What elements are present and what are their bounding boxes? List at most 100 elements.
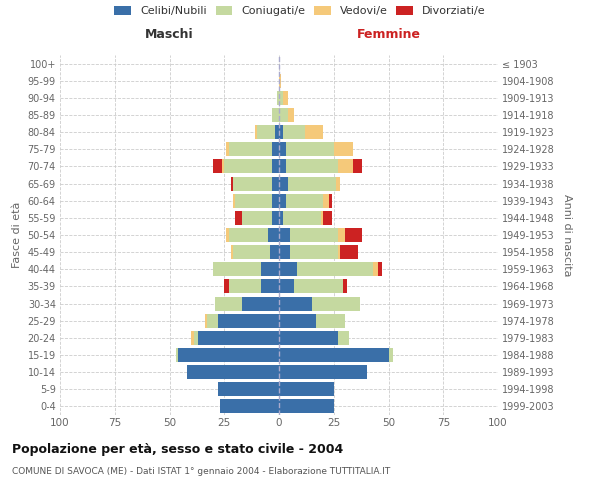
Bar [270,245,279,259]
Bar [233,245,270,259]
Bar [194,331,198,345]
Y-axis label: Anni di nascita: Anni di nascita [562,194,572,276]
Bar [205,314,207,328]
Bar [268,228,279,242]
Bar [279,296,312,310]
Bar [279,176,288,190]
Bar [218,382,279,396]
Bar [329,194,332,207]
Bar [275,125,279,139]
Bar [323,211,332,225]
Text: Femmine: Femmine [356,28,421,40]
Bar [286,194,323,207]
Bar [279,194,286,207]
Bar [226,142,229,156]
Bar [290,245,338,259]
Bar [279,365,367,379]
Bar [279,160,286,173]
Bar [207,314,218,328]
Bar [272,160,279,173]
Bar [229,142,272,156]
Bar [222,160,224,173]
Bar [316,314,345,328]
Text: COMUNE DI SAVOCA (ME) - Dati ISTAT 1° gennaio 2004 - Elaborazione TUTTITALIA.IT: COMUNE DI SAVOCA (ME) - Dati ISTAT 1° ge… [12,468,390,476]
Bar [295,280,343,293]
Text: Maschi: Maschi [145,28,194,40]
Bar [191,331,194,345]
Bar [262,280,279,293]
Bar [283,211,320,225]
Bar [214,262,262,276]
Bar [377,262,382,276]
Bar [338,245,340,259]
Bar [296,262,373,276]
Bar [272,142,279,156]
Bar [176,348,178,362]
Bar [279,142,286,156]
Bar [187,365,279,379]
Bar [218,314,279,328]
Bar [272,211,279,225]
Bar [272,194,279,207]
Bar [279,314,316,328]
Bar [283,91,288,105]
Bar [272,108,279,122]
Bar [262,262,279,276]
Bar [345,228,362,242]
Bar [373,262,377,276]
Bar [288,176,336,190]
Bar [320,211,323,225]
Bar [235,211,242,225]
Bar [229,228,268,242]
Bar [231,176,233,190]
Bar [255,125,257,139]
Bar [305,125,323,139]
Bar [334,142,353,156]
Bar [323,194,329,207]
Bar [312,296,360,310]
Bar [198,331,279,345]
Bar [224,280,229,293]
Bar [279,91,283,105]
Bar [338,160,353,173]
Bar [215,296,242,310]
Bar [286,142,334,156]
Bar [279,382,334,396]
Bar [279,125,283,139]
Bar [336,176,340,190]
Bar [389,348,393,362]
Bar [279,262,296,276]
Bar [277,91,279,105]
Bar [286,160,338,173]
Bar [214,160,222,173]
Bar [290,228,338,242]
Bar [224,160,272,173]
Bar [231,245,233,259]
Bar [178,348,279,362]
Bar [229,280,262,293]
Bar [220,400,279,413]
Bar [279,108,288,122]
Bar [279,348,389,362]
Bar [257,125,275,139]
Bar [242,296,279,310]
Bar [279,280,295,293]
Bar [279,331,338,345]
Bar [233,194,235,207]
Bar [279,245,290,259]
Bar [242,211,272,225]
Bar [338,228,344,242]
Bar [279,228,290,242]
Bar [279,74,281,88]
Bar [283,125,305,139]
Y-axis label: Fasce di età: Fasce di età [12,202,22,268]
Bar [279,211,283,225]
Bar [226,228,229,242]
Bar [272,176,279,190]
Bar [233,176,272,190]
Bar [279,400,334,413]
Bar [340,245,358,259]
Bar [288,108,295,122]
Bar [338,331,349,345]
Bar [235,194,272,207]
